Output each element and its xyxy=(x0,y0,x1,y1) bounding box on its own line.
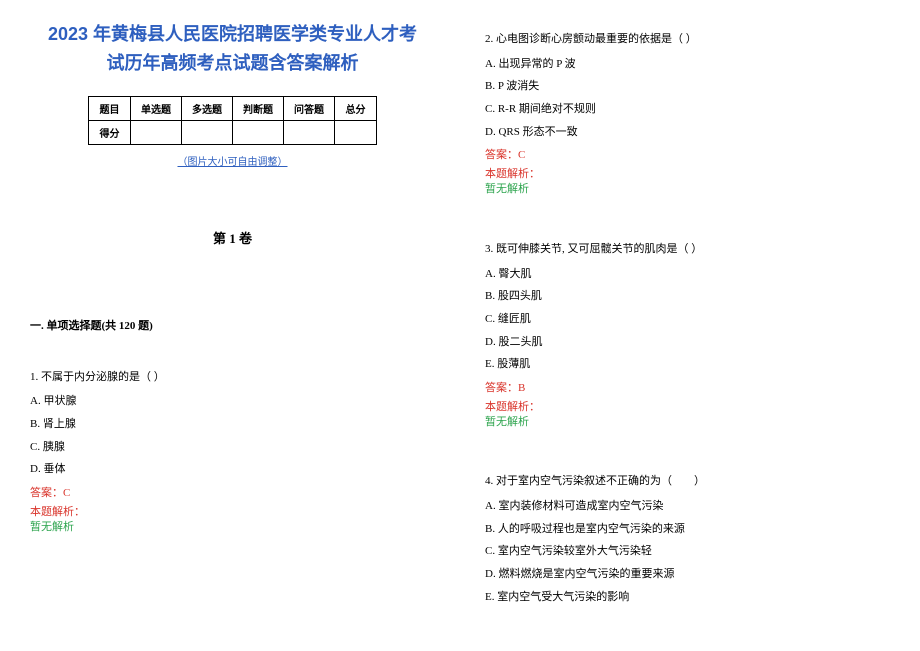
q1-opt-a: A. 甲状腺 xyxy=(30,392,435,411)
q2-opt-d: D. QRS 形态不一致 xyxy=(485,123,890,142)
q1-stem: 1. 不属于内分泌腺的是（ ） xyxy=(30,368,435,387)
score-table: 题目 单选题 多选题 判断题 问答题 总分 得分 xyxy=(88,96,377,145)
q4-opt-e: E. 室内空气受大气污染的影响 xyxy=(485,588,890,607)
q2-answer: 答案：C xyxy=(485,147,890,165)
q4-opt-b: B. 人的呼吸过程也是室内空气污染的来源 xyxy=(485,520,890,539)
q3-explain-body: 暂无解析 xyxy=(485,415,890,430)
th-4: 问答题 xyxy=(284,96,335,120)
q1-answer: 答案：C xyxy=(30,485,435,503)
q2-stem: 2. 心电图诊断心房颤动最重要的依据是（ ） xyxy=(485,30,890,49)
cell-5 xyxy=(335,120,377,144)
category-heading: 一. 单项选择题(共 120 题) xyxy=(30,317,435,333)
image-note: （图片大小可自由调整） xyxy=(30,153,435,168)
th-0: 题目 xyxy=(89,96,131,120)
cell-2 xyxy=(182,120,233,144)
row-label: 得分 xyxy=(89,120,131,144)
question-3: 3. 既可伸膝关节, 又可屈髋关节的肌肉是（ ） A. 臀大肌 B. 股四头肌 … xyxy=(485,240,890,451)
q1-opt-c: C. 胰腺 xyxy=(30,438,435,457)
cell-4 xyxy=(284,120,335,144)
q3-opt-e: E. 股薄肌 xyxy=(485,355,890,374)
q3-opt-c: C. 缝匠肌 xyxy=(485,310,890,329)
th-1: 单选题 xyxy=(131,96,182,120)
title-line-2: 试历年高频考点试题含答案解析 xyxy=(30,49,435,78)
q2-explain-body: 暂无解析 xyxy=(485,182,890,197)
q1-opt-b: B. 肾上腺 xyxy=(30,415,435,434)
th-2: 多选题 xyxy=(182,96,233,120)
cell-3 xyxy=(233,120,284,144)
question-2: 2. 心电图诊断心房颤动最重要的依据是（ ） A. 出现异常的 P 波 B. P… xyxy=(485,30,890,218)
question-1: 1. 不属于内分泌腺的是（ ） A. 甲状腺 B. 肾上腺 C. 胰腺 D. 垂… xyxy=(30,368,435,556)
q2-opt-a: A. 出现异常的 P 波 xyxy=(485,55,890,74)
q3-opt-d: D. 股二头肌 xyxy=(485,333,890,352)
title-line-1: 2023 年黄梅县人民医院招聘医学类专业人才考 xyxy=(30,20,435,49)
q4-stem: 4. 对于室内空气污染叙述不正确的为（ ） xyxy=(485,472,890,491)
q3-opt-b: B. 股四头肌 xyxy=(485,287,890,306)
q3-answer: 答案：B xyxy=(485,380,890,398)
th-5: 总分 xyxy=(335,96,377,120)
q1-explain-body: 暂无解析 xyxy=(30,520,435,535)
q4-opt-d: D. 燃料燃烧是室内空气污染的重要来源 xyxy=(485,565,890,584)
q3-opt-a: A. 臀大肌 xyxy=(485,265,890,284)
q4-opt-a: A. 室内装修材料可造成室内空气污染 xyxy=(485,497,890,516)
q4-opt-c: C. 室内空气污染较室外大气污染轻 xyxy=(485,542,890,561)
q2-opt-b: B. P 波消失 xyxy=(485,77,890,96)
q1-opt-d: D. 垂体 xyxy=(30,460,435,479)
q3-stem: 3. 既可伸膝关节, 又可屈髋关节的肌肉是（ ） xyxy=(485,240,890,259)
q2-opt-c: C. R-R 期间绝对不规则 xyxy=(485,100,890,119)
exam-title: 2023 年黄梅县人民医院招聘医学类专业人才考 试历年高频考点试题含答案解析 xyxy=(30,20,435,78)
question-4: 4. 对于室内空气污染叙述不正确的为（ ） A. 室内装修材料可造成室内空气污染… xyxy=(485,472,890,610)
cell-1 xyxy=(131,120,182,144)
section-title: 第 1 卷 xyxy=(30,228,435,247)
th-3: 判断题 xyxy=(233,96,284,120)
q1-explain-label: 本题解析： xyxy=(30,505,435,520)
q2-explain-label: 本题解析： xyxy=(485,167,890,182)
q3-explain-label: 本题解析： xyxy=(485,400,890,415)
